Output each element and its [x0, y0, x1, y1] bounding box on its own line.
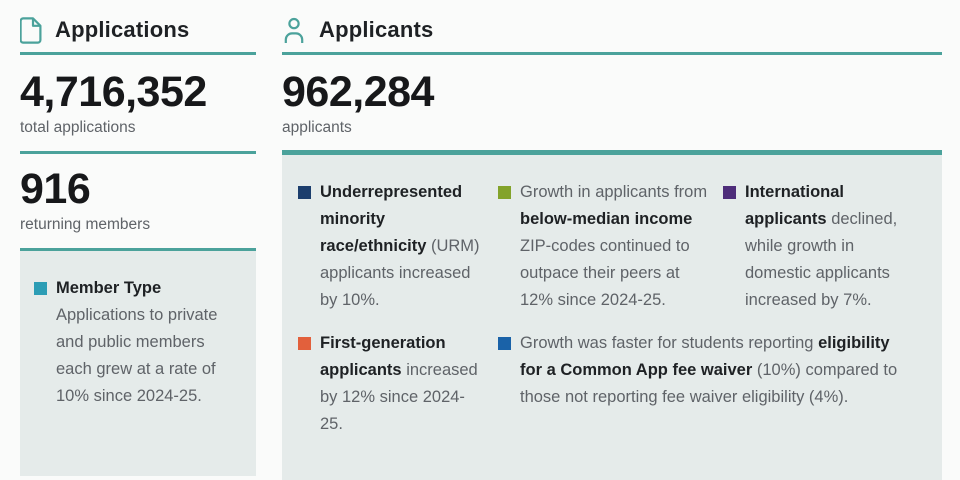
member-type-body: Applications to private and public membe… [56, 306, 218, 405]
member-type-title: Member Type [56, 279, 162, 297]
urm-bullet [298, 186, 311, 199]
applications-title: Applications [55, 17, 190, 42]
divider [20, 52, 256, 55]
returning-members-value: 916 [20, 165, 91, 213]
returning-members-label: returning members [20, 216, 151, 233]
returning-members-stat: 916 returning members [20, 166, 256, 234]
document-icon [20, 16, 42, 44]
applicants-value: 962,284 [282, 68, 434, 116]
person-icon [282, 17, 306, 44]
applicants-highlights-panel: Underrepresented minority race/ethnicity… [282, 150, 942, 480]
applicants-label: applicants [282, 119, 352, 136]
fee-waiver-bullet [498, 337, 511, 350]
member-type-bullet [34, 282, 47, 295]
divider [20, 151, 256, 154]
income-text: Growth in applicants from below-median i… [520, 183, 708, 309]
highlights-grid: Underrepresented minority race/ethnicity… [298, 179, 928, 438]
international-text: International applicants declined, while… [745, 183, 898, 309]
first-gen-text: First-generation applicants increased by… [320, 334, 478, 433]
member-type-item: Member Type Applications to private and … [34, 275, 242, 410]
highlight-international: International applicants declined, while… [723, 179, 928, 314]
fee-waiver-text: Growth was faster for students reporting… [520, 334, 898, 406]
applications-header: Applications [20, 12, 256, 48]
applications-section: Applications 4,716,352 total application… [20, 12, 256, 476]
highlight-urm: Underrepresented minority race/ethnicity… [298, 179, 498, 314]
divider [282, 52, 942, 55]
total-applications-label: total applications [20, 119, 136, 136]
highlight-below-median-income: Growth in applicants from below-median i… [498, 179, 723, 314]
total-applications-stat: 4,716,352 total applications [20, 69, 256, 137]
total-applications-value: 4,716,352 [20, 68, 207, 116]
applicants-stat: 962,284 applicants [282, 69, 942, 137]
income-bullet [498, 186, 511, 199]
urm-text: Underrepresented minority race/ethnicity… [320, 183, 480, 309]
highlight-first-generation: First-generation applicants increased by… [298, 330, 498, 438]
applicants-header: Applicants [282, 12, 942, 48]
applicants-section: Applicants 962,284 applicants Underrepre… [282, 12, 942, 480]
applicants-title: Applicants [319, 17, 434, 42]
highlight-fee-waiver: Growth was faster for students reporting… [498, 330, 928, 438]
first-gen-bullet [298, 337, 311, 350]
member-type-card: Member Type Applications to private and … [20, 248, 256, 476]
international-bullet [723, 186, 736, 199]
member-type-text: Member Type Applications to private and … [56, 275, 242, 410]
